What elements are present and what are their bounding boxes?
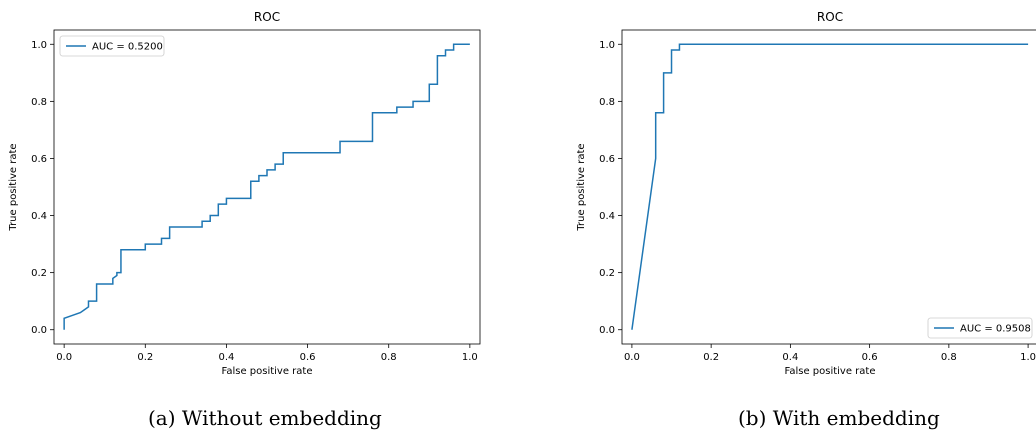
x-tick-label: 0.6 bbox=[300, 352, 316, 363]
chart-b: ROC 0.0 0.2 0.4 0.6 0.8 1.0 0.0 0.2 0.4 0.6 0.8 1.0 F… bbox=[576, 10, 1036, 377]
chart-title: ROC bbox=[254, 10, 280, 24]
y-tick-label: 1.0 bbox=[599, 40, 615, 51]
y-tick-label: 0.0 bbox=[599, 325, 615, 336]
x-tick-label: 0.0 bbox=[624, 352, 640, 363]
legend-box bbox=[59, 35, 165, 57]
y-tick-label: 0.4 bbox=[599, 211, 615, 222]
y-tick-label: 0.8 bbox=[31, 97, 47, 108]
y-tick-label: 0.2 bbox=[31, 268, 47, 279]
caption-b: (b) With embedding bbox=[738, 406, 940, 430]
y-axis-label: True positive rate bbox=[576, 143, 587, 231]
legend: AUC = 0.5200 bbox=[59, 35, 165, 57]
x-tick-label: 0.6 bbox=[862, 352, 878, 363]
x-tick-label: 0.0 bbox=[56, 352, 72, 363]
x-tick-label: 0.8 bbox=[941, 352, 957, 363]
y-tick-label: 0.2 bbox=[599, 268, 615, 279]
roc-curve-line bbox=[63, 43, 470, 330]
x-tick-label: 1.0 bbox=[462, 352, 478, 363]
y-tick-label: 0.0 bbox=[31, 325, 47, 336]
x-tick-label: 0.2 bbox=[703, 352, 719, 363]
x-tick-label: 0.8 bbox=[381, 352, 397, 363]
legend-label: AUC = 0.9508 bbox=[960, 324, 1031, 335]
caption-a: (a) Without embedding bbox=[148, 406, 382, 430]
legend: AUC = 0.9508 bbox=[927, 317, 1033, 339]
x-tick-label: 1.0 bbox=[1020, 352, 1036, 363]
legend-label: AUC = 0.5200 bbox=[92, 42, 163, 53]
y-tick-label: 0.8 bbox=[599, 97, 615, 108]
legend-box bbox=[927, 317, 1033, 339]
y-tick-label: 0.6 bbox=[31, 154, 47, 165]
y-tick-label: 0.6 bbox=[599, 154, 615, 165]
chart-a: ROC 0.0 0.2 0.4 0.6 0.8 1.0 0.0 0.2 0.4 0.6 0.8 1.0 F… bbox=[8, 10, 481, 377]
x-tick-label: 0.4 bbox=[218, 352, 234, 363]
roc-curve-line bbox=[631, 43, 1029, 330]
chart-title: ROC bbox=[817, 10, 843, 24]
x-tick-label: 0.2 bbox=[137, 352, 153, 363]
x-tick-label: 0.4 bbox=[782, 352, 798, 363]
y-tick-label: 1.0 bbox=[31, 40, 47, 51]
axes-frame bbox=[53, 29, 481, 345]
roc-figure: ROC 0.0 0.2 0.4 0.6 0.8 1.0 0.0 0.2 0.4 0.6 0.8 1.0 F… bbox=[8, 10, 1036, 377]
y-tick-label: 0.4 bbox=[31, 211, 47, 222]
y-axis-label: True positive rate bbox=[8, 143, 19, 231]
axes-frame bbox=[621, 29, 1036, 345]
x-axis-label: False positive rate bbox=[222, 366, 313, 377]
x-axis-label: False positive rate bbox=[785, 366, 876, 377]
